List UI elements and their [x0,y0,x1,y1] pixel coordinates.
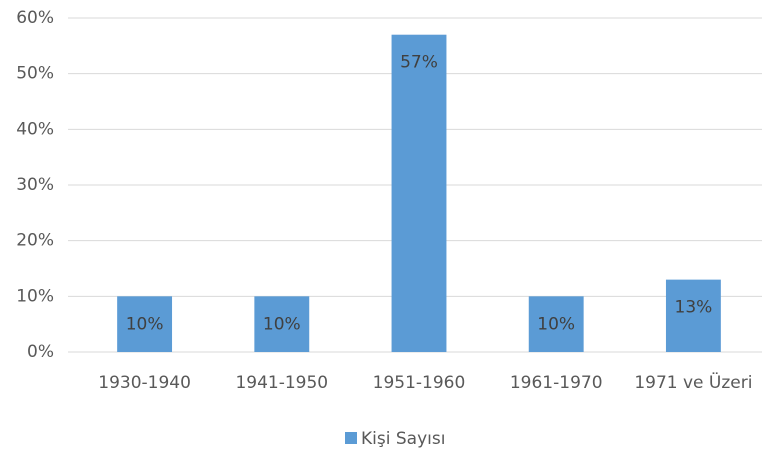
data-label: 57% [400,53,438,73]
bar [391,34,447,352]
bar [528,296,584,352]
y-tick-label: 20% [16,231,54,251]
data-label: 10% [263,314,301,334]
x-tick-label: 1941-1950 [235,373,328,393]
legend-label: Kişi Sayısı [361,429,445,449]
data-label: 10% [537,314,575,334]
y-tick-label: 40% [16,119,54,139]
x-tick-label: 1971 ve Üzeri [634,371,752,393]
y-tick-label: 50% [16,64,54,84]
x-tick-label: 1951-1960 [373,373,466,393]
legend-swatch [345,432,357,444]
data-label: 10% [126,314,164,334]
bar [665,279,721,352]
y-tick-label: 0% [27,342,54,362]
bar [254,296,310,352]
data-label: 13% [675,298,713,318]
x-tick-label: 1930-1940 [98,373,191,393]
y-tick-label: 60% [16,8,54,28]
y-tick-label: 30% [16,175,54,195]
y-tick-label: 10% [16,286,54,306]
x-tick-label: 1961-1970 [510,373,603,393]
bar [117,296,173,352]
